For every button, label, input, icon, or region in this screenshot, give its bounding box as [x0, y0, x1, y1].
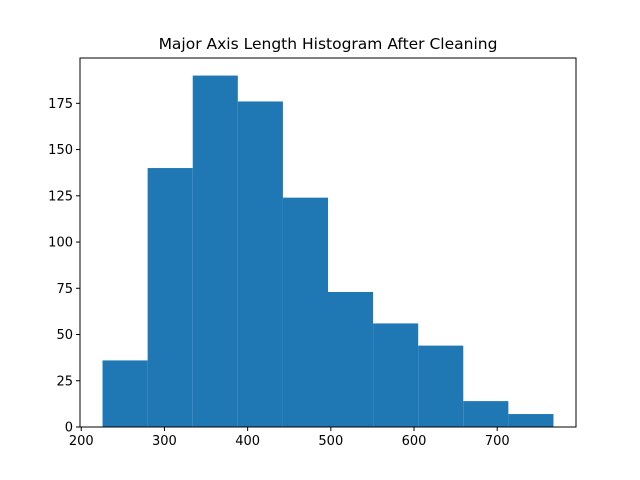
y-tick-label: 75: [56, 282, 73, 297]
y-axis: 0 25 50 75 100 125 150 175: [48, 97, 80, 436]
y-tick-label: 125: [48, 189, 73, 204]
chart-title: Major Axis Length Histogram After Cleani…: [159, 35, 498, 53]
y-tick-label: 100: [48, 236, 73, 251]
histogram-bar: [102, 360, 148, 427]
histogram-bar: [282, 197, 328, 427]
x-tick-label: 300: [152, 434, 177, 449]
x-tick-label: 200: [69, 434, 94, 449]
y-tick-label: 175: [48, 97, 73, 112]
histogram-bar: [463, 401, 509, 427]
y-tick-label: 0: [65, 421, 73, 436]
x-axis: 200 300 400 500 600 700: [69, 427, 510, 449]
histogram-bar: [192, 75, 238, 428]
y-tick-label: 25: [56, 374, 73, 389]
histogram-bar: [147, 168, 193, 428]
x-tick-label: 700: [485, 434, 510, 449]
histogram-bar: [328, 291, 374, 427]
y-tick-label: 50: [56, 328, 73, 343]
histogram-bar: [418, 345, 464, 427]
x-tick-label: 500: [318, 434, 343, 449]
bars-group: [102, 75, 554, 428]
histogram-bar: [237, 101, 283, 428]
y-tick-label: 150: [48, 143, 73, 158]
histogram-bar: [373, 323, 419, 427]
plot-frame: [79, 57, 577, 428]
x-tick-label: 600: [402, 434, 427, 449]
x-tick-label: 400: [235, 434, 260, 449]
histogram-bar: [508, 414, 554, 427]
